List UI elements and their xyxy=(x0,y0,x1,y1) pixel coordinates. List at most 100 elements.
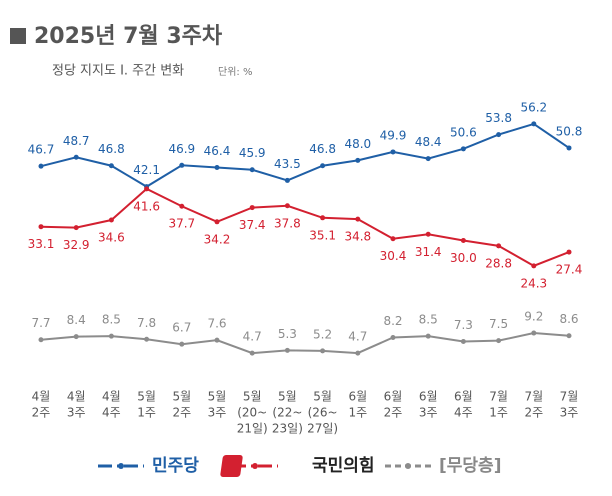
data-point xyxy=(284,177,290,183)
x-tick-label: 2주 xyxy=(384,406,403,420)
x-tick-label: 21일) xyxy=(237,422,268,436)
data-label: 48.0 xyxy=(344,137,371,151)
data-point xyxy=(355,216,361,222)
data-point xyxy=(496,132,502,138)
data-point xyxy=(496,243,502,249)
data-point xyxy=(390,335,396,341)
chart-subtitle: 정당 지지도 Ⅰ. 주간 변화 xyxy=(52,64,184,79)
data-point xyxy=(284,347,290,353)
data-label: 8.6 xyxy=(559,312,578,326)
data-label: 8.2 xyxy=(383,314,402,328)
data-label: 56.2 xyxy=(520,100,547,114)
data-point xyxy=(73,154,79,160)
data-point xyxy=(355,350,361,356)
data-point xyxy=(73,334,79,340)
x-tick-label: 1주 xyxy=(348,406,367,420)
data-point xyxy=(38,224,44,230)
data-label: 32.9 xyxy=(63,238,90,252)
data-label: 46.4 xyxy=(204,144,231,158)
x-tick-label: 3주 xyxy=(419,406,438,420)
data-label: 7.3 xyxy=(454,318,473,332)
data-point xyxy=(38,163,44,169)
legend-item: [무당층] xyxy=(385,456,501,476)
x-tick-label: 7월 xyxy=(524,390,543,404)
data-label: 5.3 xyxy=(278,327,297,341)
data-point xyxy=(214,219,220,225)
data-label: 7.8 xyxy=(137,316,156,330)
data-point xyxy=(531,330,537,336)
x-tick-label: 3주 xyxy=(560,406,579,420)
data-label: 31.4 xyxy=(415,245,442,259)
data-point xyxy=(144,336,150,342)
data-label: 37.8 xyxy=(274,216,301,230)
x-tick-label: 6월 xyxy=(348,390,367,404)
data-point xyxy=(38,337,44,343)
data-label: 50.8 xyxy=(556,124,583,138)
data-label: 5.2 xyxy=(313,327,332,341)
data-label: 34.6 xyxy=(98,231,125,245)
x-tick-label: 5월 xyxy=(172,390,191,404)
data-point xyxy=(179,162,185,168)
data-point xyxy=(144,186,150,192)
data-label: 8.5 xyxy=(102,313,121,327)
x-tick-label: 4월 xyxy=(67,390,86,404)
data-point xyxy=(425,231,431,237)
data-point xyxy=(460,146,466,152)
x-tick-label: 6월 xyxy=(384,390,403,404)
data-label: 34.8 xyxy=(344,230,371,244)
data-point xyxy=(249,350,255,356)
data-point xyxy=(460,339,466,345)
x-tick-label: 1주 xyxy=(137,406,156,420)
data-label: 8.4 xyxy=(67,313,86,327)
data-label: 46.8 xyxy=(309,142,336,156)
data-label: 53.8 xyxy=(485,111,512,125)
data-point xyxy=(531,121,537,127)
x-tick-label: 6월 xyxy=(419,390,438,404)
data-point xyxy=(566,249,572,255)
data-point xyxy=(355,157,361,163)
x-tick-label: (20~ xyxy=(237,406,267,420)
data-point xyxy=(390,236,396,242)
x-tick-label: 1주 xyxy=(489,406,508,420)
data-point xyxy=(284,203,290,209)
legend-dot xyxy=(405,463,411,469)
series-line xyxy=(40,122,570,188)
data-label: 37.7 xyxy=(168,217,195,231)
data-label: 34.2 xyxy=(204,232,231,246)
data-point xyxy=(496,338,502,344)
data-point xyxy=(73,225,79,231)
x-tick-label: 5월 xyxy=(278,390,297,404)
data-label: 30.4 xyxy=(380,249,407,263)
data-label: 9.2 xyxy=(524,310,543,324)
data-point xyxy=(249,205,255,211)
x-tick-label: 4주 xyxy=(102,406,121,420)
data-label: 48.4 xyxy=(415,135,442,149)
data-label: 4.7 xyxy=(348,330,367,344)
data-label: 33.1 xyxy=(28,237,55,251)
data-point xyxy=(425,333,431,339)
data-point xyxy=(108,163,114,169)
data-label: 42.1 xyxy=(133,163,160,177)
data-point xyxy=(249,167,255,173)
x-tick-label: 5월 xyxy=(208,390,227,404)
data-label: 7.6 xyxy=(207,317,226,331)
data-label: 30.0 xyxy=(450,251,477,265)
data-point xyxy=(108,333,114,339)
x-tick-label: 2주 xyxy=(524,406,543,420)
data-label: 6.7 xyxy=(172,321,191,335)
data-label: 7.7 xyxy=(31,316,50,330)
data-point xyxy=(320,163,326,169)
data-label: 46.9 xyxy=(168,142,195,156)
x-tick-label: 2주 xyxy=(32,406,51,420)
x-tick-label: 4월 xyxy=(32,390,51,404)
legend-dot xyxy=(118,463,124,469)
data-point xyxy=(566,333,572,339)
x-tick-label: 7월 xyxy=(489,390,508,404)
series-line xyxy=(40,332,570,355)
x-tick-label: 5월 xyxy=(243,390,262,404)
data-label: 28.8 xyxy=(485,256,512,270)
data-label: 27.4 xyxy=(556,263,583,277)
legend-dot xyxy=(252,463,258,469)
x-tick-label: (22~ xyxy=(272,406,302,420)
